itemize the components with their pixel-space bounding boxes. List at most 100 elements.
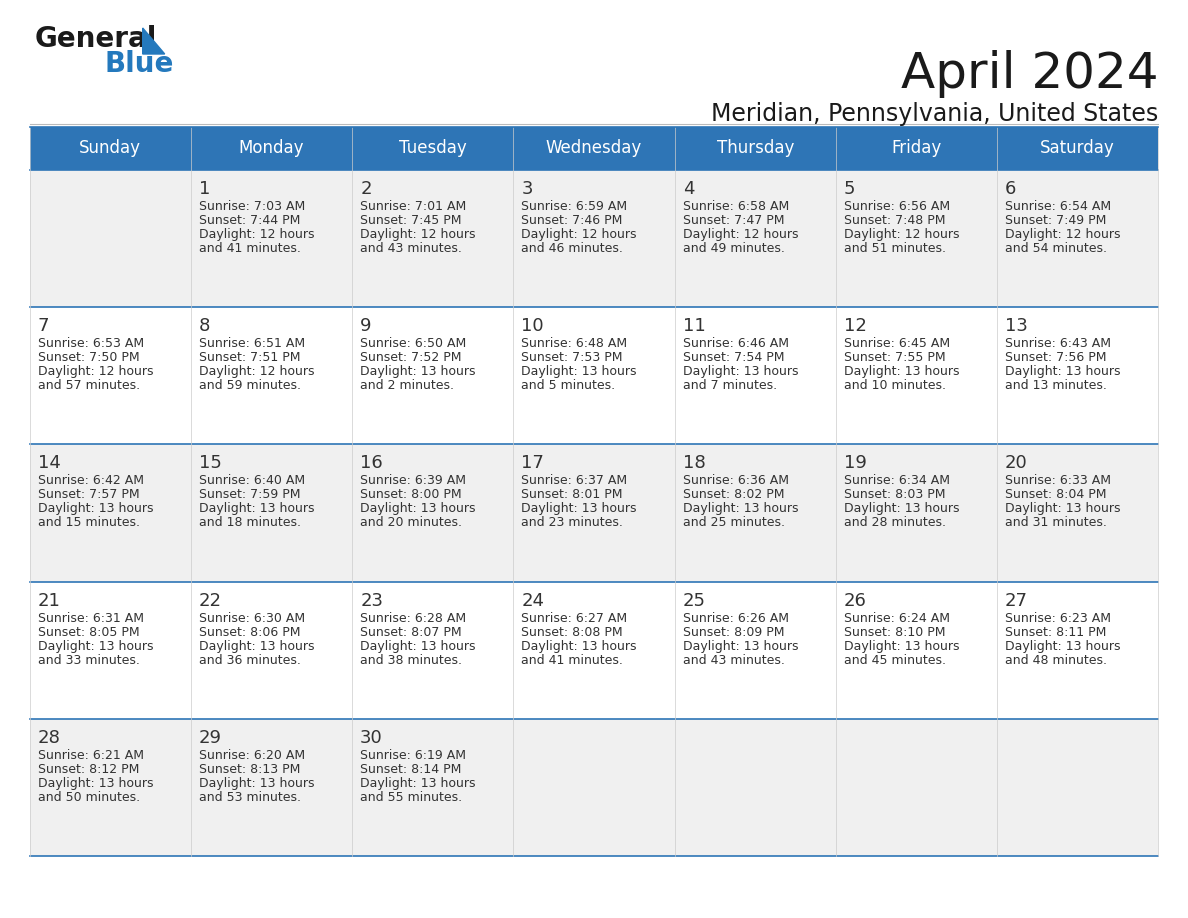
- Text: 9: 9: [360, 317, 372, 335]
- Text: Sunset: 8:09 PM: Sunset: 8:09 PM: [683, 626, 784, 639]
- Text: and 15 minutes.: and 15 minutes.: [38, 516, 140, 530]
- Text: Wednesday: Wednesday: [545, 140, 643, 157]
- Text: Sunrise: 6:39 AM: Sunrise: 6:39 AM: [360, 475, 466, 487]
- Text: and 53 minutes.: and 53 minutes.: [198, 791, 301, 804]
- Text: 6: 6: [1005, 180, 1017, 198]
- Text: 19: 19: [843, 454, 867, 473]
- Text: Sunset: 8:11 PM: Sunset: 8:11 PM: [1005, 626, 1106, 639]
- Text: and 50 minutes.: and 50 minutes.: [38, 791, 140, 804]
- Text: and 46 minutes.: and 46 minutes.: [522, 241, 624, 254]
- Text: Daylight: 13 hours: Daylight: 13 hours: [1005, 640, 1120, 653]
- Text: Sunday: Sunday: [80, 140, 141, 157]
- Text: Sunrise: 6:28 AM: Sunrise: 6:28 AM: [360, 611, 466, 625]
- Text: Sunrise: 6:21 AM: Sunrise: 6:21 AM: [38, 749, 144, 762]
- Text: 12: 12: [843, 317, 867, 335]
- Text: Sunrise: 6:27 AM: Sunrise: 6:27 AM: [522, 611, 627, 625]
- Text: Sunset: 8:05 PM: Sunset: 8:05 PM: [38, 626, 139, 639]
- Text: Sunrise: 6:40 AM: Sunrise: 6:40 AM: [198, 475, 305, 487]
- Bar: [30, 719, 1158, 856]
- Text: Daylight: 13 hours: Daylight: 13 hours: [1005, 502, 1120, 515]
- Text: and 25 minutes.: and 25 minutes.: [683, 516, 784, 530]
- Text: Sunset: 8:04 PM: Sunset: 8:04 PM: [1005, 488, 1106, 501]
- Text: Sunset: 7:59 PM: Sunset: 7:59 PM: [198, 488, 301, 501]
- Text: and 7 minutes.: and 7 minutes.: [683, 379, 777, 392]
- Text: 25: 25: [683, 592, 706, 610]
- Text: Meridian, Pennsylvania, United States: Meridian, Pennsylvania, United States: [712, 103, 1158, 127]
- Text: Daylight: 13 hours: Daylight: 13 hours: [843, 502, 960, 515]
- Text: Blue: Blue: [105, 50, 175, 78]
- Text: Sunrise: 6:26 AM: Sunrise: 6:26 AM: [683, 611, 789, 625]
- Text: Thursday: Thursday: [716, 140, 794, 157]
- Text: 20: 20: [1005, 454, 1028, 473]
- Text: Monday: Monday: [239, 140, 304, 157]
- Text: Sunset: 8:13 PM: Sunset: 8:13 PM: [198, 763, 301, 776]
- Text: Sunset: 7:50 PM: Sunset: 7:50 PM: [38, 351, 139, 364]
- Bar: [30, 582, 1158, 719]
- Text: Sunset: 7:56 PM: Sunset: 7:56 PM: [1005, 351, 1106, 364]
- Polygon shape: [143, 28, 165, 54]
- Text: 13: 13: [1005, 317, 1028, 335]
- Text: 16: 16: [360, 454, 383, 473]
- Text: Daylight: 13 hours: Daylight: 13 hours: [522, 502, 637, 515]
- Text: and 45 minutes.: and 45 minutes.: [843, 654, 946, 666]
- Text: and 33 minutes.: and 33 minutes.: [38, 654, 139, 666]
- Text: and 43 minutes.: and 43 minutes.: [360, 241, 462, 254]
- Text: Sunset: 7:55 PM: Sunset: 7:55 PM: [843, 351, 946, 364]
- Text: Daylight: 13 hours: Daylight: 13 hours: [198, 502, 315, 515]
- Text: 21: 21: [38, 592, 61, 610]
- Text: and 43 minutes.: and 43 minutes.: [683, 654, 784, 666]
- Text: Daylight: 13 hours: Daylight: 13 hours: [38, 640, 153, 653]
- Text: Sunset: 7:45 PM: Sunset: 7:45 PM: [360, 214, 462, 227]
- Text: Daylight: 13 hours: Daylight: 13 hours: [683, 640, 798, 653]
- Bar: [30, 308, 1158, 444]
- Text: 18: 18: [683, 454, 706, 473]
- Text: and 41 minutes.: and 41 minutes.: [198, 241, 301, 254]
- Text: and 55 minutes.: and 55 minutes.: [360, 791, 462, 804]
- Text: 24: 24: [522, 592, 544, 610]
- Text: Sunrise: 6:54 AM: Sunrise: 6:54 AM: [1005, 200, 1111, 213]
- Text: and 13 minutes.: and 13 minutes.: [1005, 379, 1107, 392]
- Text: Daylight: 13 hours: Daylight: 13 hours: [1005, 365, 1120, 378]
- Text: and 59 minutes.: and 59 minutes.: [198, 379, 301, 392]
- Text: Sunrise: 6:50 AM: Sunrise: 6:50 AM: [360, 337, 467, 350]
- Text: Daylight: 13 hours: Daylight: 13 hours: [843, 365, 960, 378]
- Text: Friday: Friday: [891, 140, 942, 157]
- Text: Daylight: 12 hours: Daylight: 12 hours: [198, 365, 315, 378]
- Text: Sunset: 7:52 PM: Sunset: 7:52 PM: [360, 351, 462, 364]
- Text: Daylight: 13 hours: Daylight: 13 hours: [522, 365, 637, 378]
- Text: 7: 7: [38, 317, 49, 335]
- Bar: [30, 127, 1158, 170]
- Text: Daylight: 13 hours: Daylight: 13 hours: [360, 502, 475, 515]
- Text: and 2 minutes.: and 2 minutes.: [360, 379, 454, 392]
- Text: Sunrise: 6:43 AM: Sunrise: 6:43 AM: [1005, 337, 1111, 350]
- Text: Sunrise: 6:48 AM: Sunrise: 6:48 AM: [522, 337, 627, 350]
- Text: Daylight: 13 hours: Daylight: 13 hours: [198, 777, 315, 790]
- Text: 14: 14: [38, 454, 61, 473]
- Text: Sunset: 7:54 PM: Sunset: 7:54 PM: [683, 351, 784, 364]
- Text: and 41 minutes.: and 41 minutes.: [522, 654, 624, 666]
- Text: General: General: [34, 25, 157, 53]
- Text: 29: 29: [198, 729, 222, 747]
- Text: 4: 4: [683, 180, 694, 198]
- Text: 1: 1: [198, 180, 210, 198]
- Text: Daylight: 12 hours: Daylight: 12 hours: [360, 228, 475, 241]
- Text: and 57 minutes.: and 57 minutes.: [38, 379, 140, 392]
- Text: Daylight: 13 hours: Daylight: 13 hours: [38, 777, 153, 790]
- Text: and 18 minutes.: and 18 minutes.: [198, 516, 301, 530]
- Text: Sunset: 7:51 PM: Sunset: 7:51 PM: [198, 351, 301, 364]
- Text: Daylight: 12 hours: Daylight: 12 hours: [38, 365, 153, 378]
- Text: Sunset: 8:06 PM: Sunset: 8:06 PM: [198, 626, 301, 639]
- Text: Sunrise: 6:58 AM: Sunrise: 6:58 AM: [683, 200, 789, 213]
- Text: Tuesday: Tuesday: [399, 140, 467, 157]
- Text: 17: 17: [522, 454, 544, 473]
- Text: and 28 minutes.: and 28 minutes.: [843, 516, 946, 530]
- Text: Sunrise: 6:42 AM: Sunrise: 6:42 AM: [38, 475, 144, 487]
- Text: Sunset: 8:02 PM: Sunset: 8:02 PM: [683, 488, 784, 501]
- Text: Sunset: 8:14 PM: Sunset: 8:14 PM: [360, 763, 461, 776]
- Text: Sunrise: 6:46 AM: Sunrise: 6:46 AM: [683, 337, 789, 350]
- Text: 5: 5: [843, 180, 855, 198]
- Text: Sunset: 8:07 PM: Sunset: 8:07 PM: [360, 626, 462, 639]
- Text: Sunrise: 6:33 AM: Sunrise: 6:33 AM: [1005, 475, 1111, 487]
- Text: 3: 3: [522, 180, 533, 198]
- Text: Sunrise: 6:34 AM: Sunrise: 6:34 AM: [843, 475, 950, 487]
